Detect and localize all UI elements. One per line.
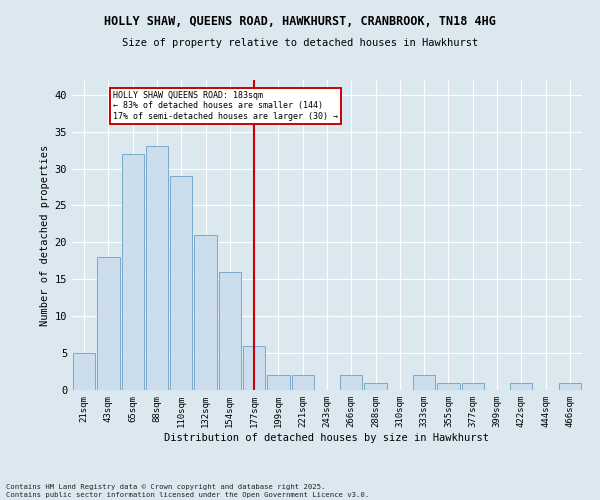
Bar: [292, 375, 314, 390]
Bar: [413, 375, 436, 390]
Bar: [218, 272, 241, 390]
Bar: [122, 154, 144, 390]
Bar: [267, 375, 290, 390]
Text: HOLLY SHAW, QUEENS ROAD, HAWKHURST, CRANBROOK, TN18 4HG: HOLLY SHAW, QUEENS ROAD, HAWKHURST, CRAN…: [104, 15, 496, 28]
Bar: [97, 257, 119, 390]
Bar: [170, 176, 193, 390]
Bar: [194, 235, 217, 390]
Text: Contains HM Land Registry data © Crown copyright and database right 2025.
Contai: Contains HM Land Registry data © Crown c…: [6, 484, 369, 498]
Bar: [73, 353, 95, 390]
Bar: [559, 382, 581, 390]
Bar: [461, 382, 484, 390]
Bar: [340, 375, 362, 390]
Y-axis label: Number of detached properties: Number of detached properties: [40, 144, 50, 326]
Bar: [243, 346, 265, 390]
X-axis label: Distribution of detached houses by size in Hawkhurst: Distribution of detached houses by size …: [164, 432, 490, 442]
Bar: [510, 382, 532, 390]
Text: HOLLY SHAW QUEENS ROAD: 183sqm
← 83% of detached houses are smaller (144)
17% of: HOLLY SHAW QUEENS ROAD: 183sqm ← 83% of …: [113, 91, 338, 121]
Bar: [437, 382, 460, 390]
Text: Size of property relative to detached houses in Hawkhurst: Size of property relative to detached ho…: [122, 38, 478, 48]
Bar: [146, 146, 168, 390]
Bar: [364, 382, 387, 390]
